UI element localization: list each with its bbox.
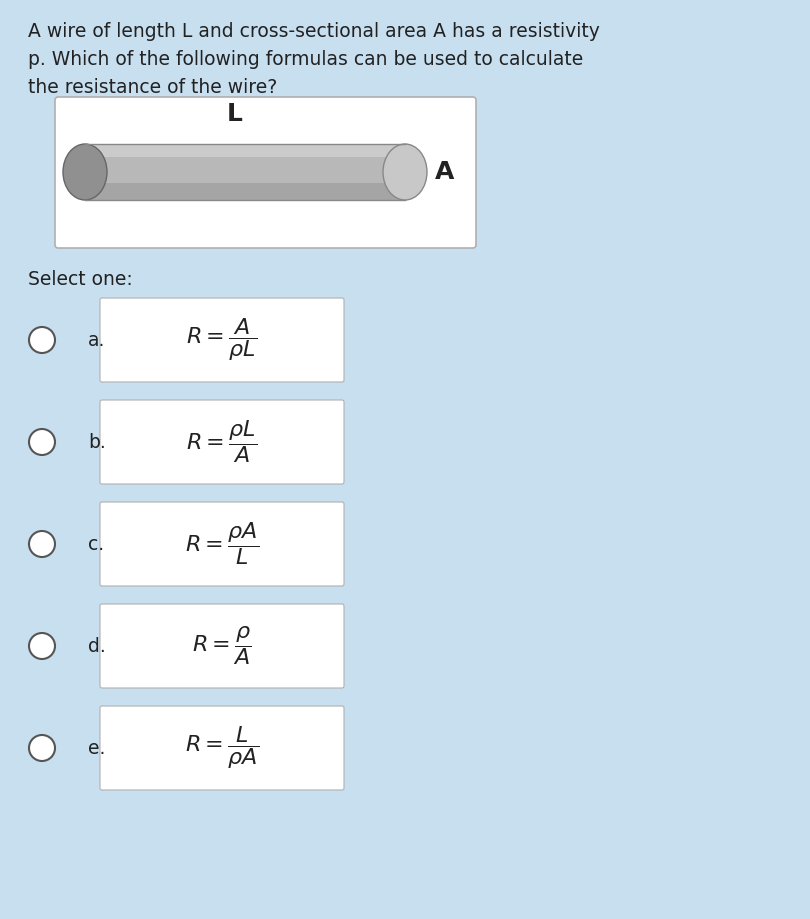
Text: $R = \dfrac{A}{\rho L}$: $R = \dfrac{A}{\rho L}$ <box>186 316 258 364</box>
Text: b.: b. <box>88 433 106 451</box>
Circle shape <box>29 633 55 659</box>
Text: $R = \dfrac{\rho}{A}$: $R = \dfrac{\rho}{A}$ <box>192 625 252 667</box>
Text: Select one:: Select one: <box>28 270 133 289</box>
Text: L: L <box>227 102 243 126</box>
Text: $R = \dfrac{\rho A}{L}$: $R = \dfrac{\rho A}{L}$ <box>185 520 259 567</box>
FancyBboxPatch shape <box>100 604 344 688</box>
Text: $R = \dfrac{\rho L}{A}$: $R = \dfrac{\rho L}{A}$ <box>186 418 258 465</box>
FancyBboxPatch shape <box>55 97 476 248</box>
Text: a.: a. <box>88 331 105 349</box>
Bar <box>85 144 405 200</box>
FancyBboxPatch shape <box>100 400 344 484</box>
Bar <box>85 183 405 200</box>
Text: d.: d. <box>88 637 106 655</box>
Bar <box>85 144 405 156</box>
Circle shape <box>29 735 55 761</box>
Ellipse shape <box>63 144 107 200</box>
FancyBboxPatch shape <box>100 502 344 586</box>
Ellipse shape <box>383 144 427 200</box>
Text: e.: e. <box>88 739 105 757</box>
Text: $R = \dfrac{L}{\rho A}$: $R = \dfrac{L}{\rho A}$ <box>185 724 259 771</box>
FancyBboxPatch shape <box>100 706 344 790</box>
Circle shape <box>29 531 55 557</box>
Circle shape <box>29 327 55 353</box>
Text: A: A <box>435 160 454 184</box>
Circle shape <box>29 429 55 455</box>
FancyBboxPatch shape <box>100 298 344 382</box>
Text: c.: c. <box>88 535 104 553</box>
Text: A wire of length L and cross-sectional area A has a resistivity
p. Which of the : A wire of length L and cross-sectional a… <box>28 22 600 97</box>
